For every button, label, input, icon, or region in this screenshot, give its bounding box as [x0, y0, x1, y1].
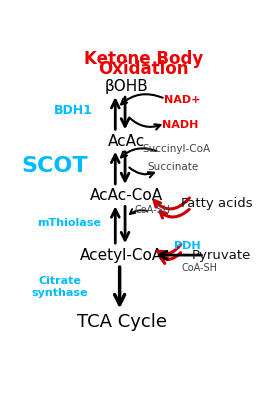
- Text: PDH: PDH: [174, 241, 200, 251]
- Text: βOHB: βOHB: [104, 79, 148, 94]
- Text: Citrate
synthase: Citrate synthase: [32, 276, 88, 298]
- Text: NADH: NADH: [162, 120, 199, 130]
- Text: Acetyl-CoA: Acetyl-CoA: [80, 247, 164, 262]
- Text: Succinate: Succinate: [147, 162, 199, 172]
- Text: AcAc: AcAc: [108, 134, 145, 149]
- Text: CoA-SH: CoA-SH: [134, 206, 170, 216]
- Text: Succinyl-CoA: Succinyl-CoA: [142, 144, 210, 154]
- Text: Pyruvate: Pyruvate: [192, 249, 251, 262]
- Text: Oxidation: Oxidation: [98, 60, 189, 78]
- Text: BDH1: BDH1: [53, 104, 92, 117]
- Text: mThiolase: mThiolase: [37, 218, 101, 228]
- Text: NAD+: NAD+: [164, 95, 201, 105]
- Text: TCA Cycle: TCA Cycle: [77, 313, 167, 331]
- Text: CoA-SH: CoA-SH: [182, 263, 218, 273]
- Text: SCOT: SCOT: [21, 156, 88, 176]
- Text: Ketone Body: Ketone Body: [84, 50, 203, 68]
- Text: Fatty acids: Fatty acids: [181, 197, 253, 210]
- Text: AcAc-CoA: AcAc-CoA: [90, 188, 163, 203]
